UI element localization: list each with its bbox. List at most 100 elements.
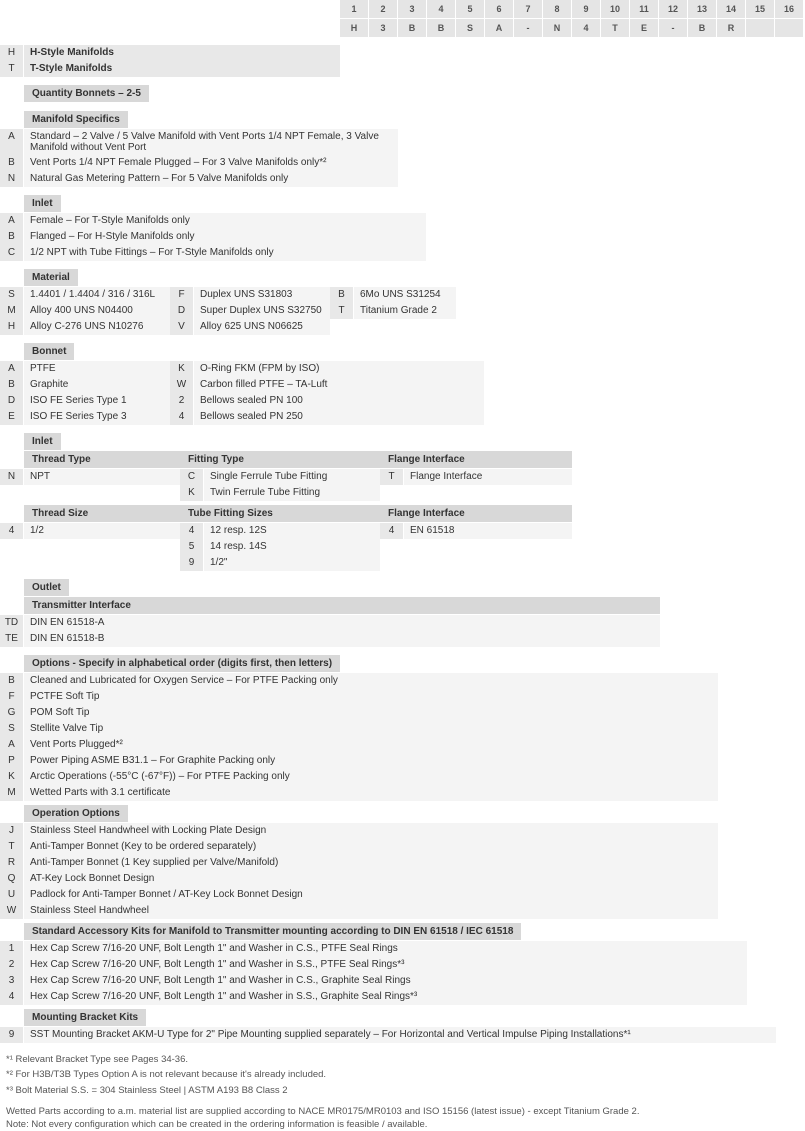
bottom-notes: Wetted Parts according to a.m. material … (0, 1105, 805, 1131)
subheader-threadtype: Thread Type (24, 451, 180, 468)
table-row: EISO FE Series Type 3 (0, 409, 170, 425)
row-code: U (0, 887, 24, 903)
row-code: A (0, 129, 24, 155)
row-desc: AT-Key Lock Bonnet Design (24, 871, 718, 887)
row-code: W (0, 903, 24, 919)
row-desc: Standard – 2 Valve / 5 Valve Manifold wi… (24, 129, 398, 155)
header-accessory-kits: Standard Accessory Kits for Manifold to … (24, 923, 521, 940)
row-code: 9 (180, 555, 204, 571)
table-row: 514 resp. 14S (180, 539, 380, 555)
row-desc: Alloy 625 UNS N06625 (194, 319, 330, 335)
top-cell: 6 (485, 0, 513, 18)
row-code: N (0, 171, 24, 187)
top-cell: 11 (630, 0, 658, 18)
row-desc: 14 resp. 14S (204, 539, 380, 555)
row-desc: Padlock for Anti-Tamper Bonnet / AT-Key … (24, 887, 718, 903)
row-code: K (170, 361, 194, 377)
table-row: HAlloy C-276 UNS N10276 (0, 319, 170, 335)
row-desc: Wetted Parts with 3.1 certificate (24, 785, 718, 801)
footnote: *¹ Relevant Bracket Type see Pages 34-36… (6, 1053, 799, 1066)
table-row: BVent Ports 1/4 NPT Female Plugged – For… (0, 155, 398, 171)
top-cell: T (601, 19, 629, 37)
section-operation-options: Operation Options JStainless Steel Handw… (0, 805, 718, 919)
row-desc: Graphite (24, 377, 170, 393)
table-row: NNPT (0, 469, 180, 485)
top-cell: 7 (514, 0, 542, 18)
top-cell: A (485, 19, 513, 37)
row-desc: 6Mo UNS S31254 (354, 287, 456, 303)
row-code: K (180, 485, 204, 501)
row-desc: DIN EN 61518-A (24, 615, 660, 631)
row-code: H (0, 45, 24, 61)
row-code: S (0, 287, 24, 303)
row-code: H (0, 319, 24, 335)
top-number-row: 12345678910111213141516 (0, 0, 805, 18)
top-cell: 4 (427, 0, 455, 18)
table-row: UPadlock for Anti-Tamper Bonnet / AT-Key… (0, 887, 718, 903)
row-code: TD (0, 615, 24, 631)
table-row: SStellite Valve Tip (0, 721, 718, 737)
header-outlet: Outlet (24, 579, 69, 596)
row-code: Q (0, 871, 24, 887)
row-code: V (170, 319, 194, 335)
row-desc: Flanged – For H-Style Manifolds only (24, 229, 426, 245)
subheader-flange1: Flange Interface (380, 451, 572, 468)
row-desc: Hex Cap Screw 7/16-20 UNF, Bolt Length 1… (24, 957, 747, 973)
table-row: GPOM Soft Tip (0, 705, 718, 721)
row-desc: 12 resp. 12S (204, 523, 380, 539)
table-row: DISO FE Series Type 1 (0, 393, 170, 409)
row-code: A (0, 361, 24, 377)
table-row: 2Bellows sealed PN 100 (170, 393, 484, 409)
row-desc: Anti-Tamper Bonnet (Key to be ordered se… (24, 839, 718, 855)
row-desc: Anti-Tamper Bonnet (1 Key supplied per V… (24, 855, 718, 871)
row-code: 4 (380, 523, 404, 539)
top-cell: 3 (398, 0, 426, 18)
row-code: R (0, 855, 24, 871)
row-desc: NPT (24, 469, 180, 485)
table-row: AFemale – For T-Style Manifolds only (0, 213, 426, 229)
row-code: 5 (180, 539, 204, 555)
table-row: PPower Piping ASME B31.1 – For Graphite … (0, 753, 718, 769)
table-row: DSuper Duplex UNS S32750 (170, 303, 330, 319)
bottom-note-line: Wetted Parts according to a.m. material … (6, 1105, 799, 1118)
top-code-row: H3BBSA-N4TE-BR (0, 19, 805, 37)
table-row: MWetted Parts with 3.1 certificate (0, 785, 718, 801)
table-row: 41/2 (0, 523, 180, 539)
section-inlet2: Inlet Thread Type NNPT Fitting Type CSin… (0, 433, 572, 571)
row-desc: Titanium Grade 2 (354, 303, 456, 319)
table-row: AVent Ports Plugged*² (0, 737, 718, 753)
row-code: T (0, 61, 24, 77)
table-row: 1Hex Cap Screw 7/16-20 UNF, Bolt Length … (0, 941, 747, 957)
row-code: T (380, 469, 404, 485)
row-code: B (0, 229, 24, 245)
table-row: C1/2 NPT with Tube Fittings – For T-Styl… (0, 245, 426, 261)
table-row: TTitanium Grade 2 (330, 303, 456, 319)
row-desc: Carbon filled PTFE – TA-Luft (194, 377, 484, 393)
row-desc: Vent Ports 1/4 NPT Female Plugged – For … (24, 155, 398, 171)
subheader-flange2: Flange Interface (380, 505, 572, 522)
row-code: T (0, 839, 24, 855)
table-row: 4Hex Cap Screw 7/16-20 UNF, Bolt Length … (0, 989, 747, 1005)
top-cell: 3 (369, 19, 397, 37)
table-row: BGraphite (0, 377, 170, 393)
row-desc: Female – For T-Style Manifolds only (24, 213, 426, 229)
row-code: D (0, 393, 24, 409)
row-code: 4 (170, 409, 194, 425)
row-desc: Super Duplex UNS S32750 (194, 303, 330, 319)
row-code: B (330, 287, 354, 303)
row-desc: EN 61518 (404, 523, 572, 539)
row-code: B (0, 673, 24, 689)
top-cell: R (717, 19, 745, 37)
row-desc: Natural Gas Metering Pattern – For 5 Val… (24, 171, 398, 187)
row-code: D (170, 303, 194, 319)
section-mounting-bracket: Mounting Bracket Kits 9SST Mounting Brac… (0, 1009, 776, 1043)
row-code: 9 (0, 1027, 24, 1043)
row-code: E (0, 409, 24, 425)
table-row: CSingle Ferrule Tube Fitting (180, 469, 380, 485)
row-code: W (170, 377, 194, 393)
row-desc: Stainless Steel Handwheel (24, 903, 718, 919)
top-cell: 5 (456, 0, 484, 18)
row-code: C (0, 245, 24, 261)
top-cell: B (398, 19, 426, 37)
table-row: S1.4401 / 1.4404 / 316 / 316L (0, 287, 170, 303)
